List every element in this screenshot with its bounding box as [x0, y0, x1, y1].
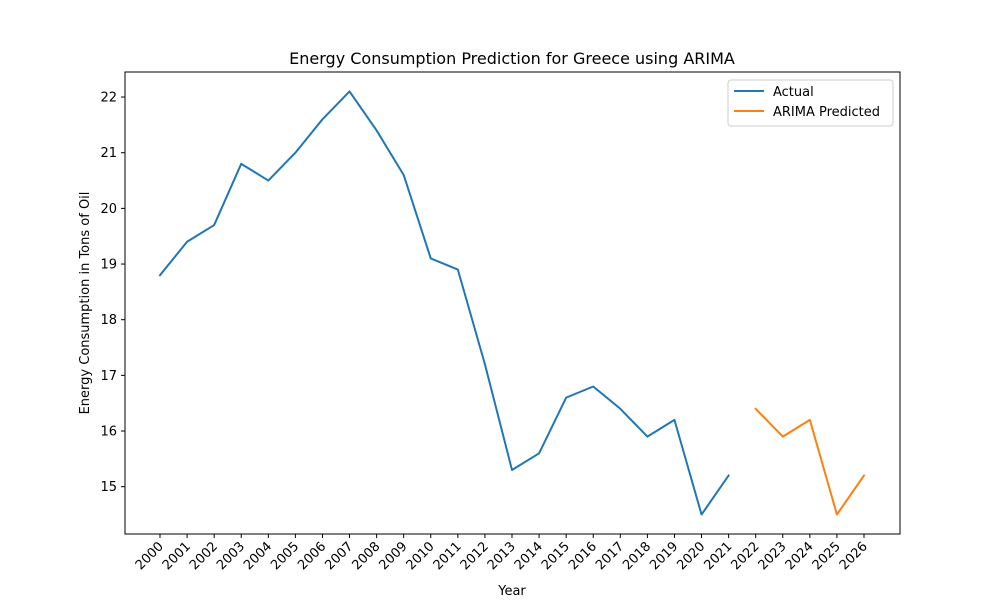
y-tick-label: 22	[100, 91, 117, 106]
y-tick-label: 15	[100, 480, 117, 495]
legend-label-0: Actual	[773, 85, 814, 100]
legend-label-1: ARIMA Predicted	[773, 105, 880, 120]
legend: Actual ARIMA Predicted	[727, 79, 894, 127]
y-tick-label: 16	[100, 425, 117, 440]
chart-title: Energy Consumption Prediction for Greece…	[289, 49, 735, 68]
series-line-1	[754, 407, 866, 516]
y-axis-label: Energy Consumption in Tons of Oil	[78, 192, 93, 415]
legend-box	[727, 79, 894, 127]
series-line-0	[158, 90, 731, 516]
y-tick-label: 20	[100, 202, 117, 217]
y-tick-label: 21	[100, 146, 117, 161]
y-tick-label: 17	[100, 369, 117, 384]
y-tick-label: 18	[100, 313, 117, 328]
y-tick-label: 19	[100, 258, 117, 273]
x-axis-label: Year	[497, 584, 526, 599]
